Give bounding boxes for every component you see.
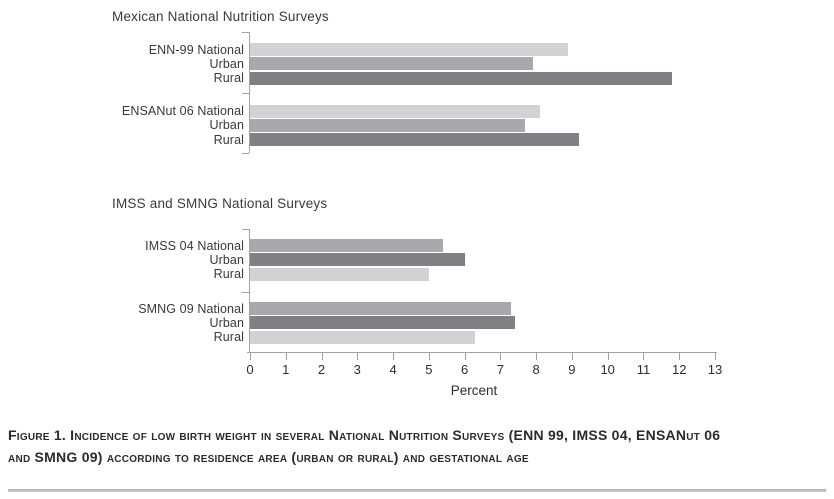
- figure-caption-line2: and SMNG 09) according to residence area…: [8, 449, 529, 465]
- bar: [250, 316, 515, 330]
- x-axis-tick: [250, 352, 251, 360]
- bar-label: Urban: [209, 118, 244, 133]
- x-axis-tick: [536, 352, 538, 360]
- bar-label: ENSANut 06 National: [121, 104, 244, 118]
- x-axis-tick-label: 12: [672, 362, 687, 377]
- bar: [250, 71, 673, 85]
- bar: [250, 118, 526, 132]
- x-axis-tick: [428, 352, 430, 360]
- x-axis-tick-label: 7: [496, 362, 504, 377]
- bar-label: Rural: [213, 71, 244, 86]
- category-axis-line: [249, 229, 250, 352]
- x-axis-tick-label: 3: [353, 362, 361, 377]
- x-axis-tick-label: 13: [707, 362, 723, 377]
- x-axis-tick: [500, 352, 502, 360]
- bar: [250, 133, 580, 147]
- x-axis-tick-label: 5: [425, 362, 433, 377]
- x-axis-tick-label: 6: [460, 362, 469, 377]
- x-axis-tick: [285, 352, 287, 360]
- figure-caption-line1: Figure 1. Incidence of low birth weight …: [8, 427, 721, 443]
- chart2-title: IMSS and SMNG National Surveys: [112, 196, 328, 211]
- bar: [250, 57, 533, 71]
- bottom-rule: [8, 489, 826, 492]
- bar-label: Rural: [213, 132, 244, 147]
- x-axis-tick-label: 10: [600, 362, 615, 377]
- category-axis-line: [249, 32, 250, 153]
- x-axis-tick: [357, 352, 359, 360]
- bar: [250, 267, 429, 281]
- x-axis-tick: [679, 352, 681, 360]
- bar-label: Urban: [209, 56, 244, 71]
- x-axis-tick-label: 1: [282, 362, 290, 377]
- category-tick: [242, 291, 249, 293]
- bar: [250, 330, 476, 344]
- category-tick: [242, 32, 249, 33]
- x-axis-tick-label: 4: [389, 362, 397, 377]
- chart1-title: Mexican National Nutrition Surveys: [112, 9, 329, 24]
- category-tick: [242, 92, 249, 94]
- x-axis-tick-label: 2: [317, 362, 326, 377]
- x-axis-tick: [393, 352, 395, 360]
- x-axis-tick: [571, 352, 573, 360]
- bar-label: Rural: [213, 267, 244, 282]
- x-axis-tick-label: 0: [246, 362, 254, 377]
- x-axis-tick-label: 9: [568, 362, 576, 377]
- bar: [250, 239, 444, 252]
- bar-label: Urban: [209, 315, 244, 330]
- x-axis-tick: [321, 352, 323, 360]
- x-axis-label: Percent: [450, 383, 498, 398]
- bar-label: IMSS 04 National: [145, 238, 244, 253]
- x-axis-tick: [643, 352, 645, 360]
- bar-label: Urban: [209, 252, 244, 267]
- bar: [250, 253, 465, 267]
- x-axis-tick: [715, 352, 716, 360]
- bar: [250, 43, 569, 56]
- category-tick: [242, 229, 249, 230]
- bar: [250, 302, 512, 315]
- x-axis-line: [247, 351, 717, 353]
- x-axis-tick: [464, 352, 466, 360]
- category-tick: [242, 153, 249, 154]
- figure-caption: Figure 1. Incidence of low birth weight …: [8, 424, 830, 468]
- bar-label: ENN-99 National: [148, 42, 244, 57]
- x-axis-tick-label: 8: [532, 362, 540, 377]
- bar-label: Rural: [213, 330, 244, 345]
- bar-label: SMNG 09 National: [138, 301, 244, 316]
- x-axis-tick-label: 11: [636, 362, 651, 377]
- bar: [250, 104, 540, 118]
- x-axis-tick: [607, 352, 609, 360]
